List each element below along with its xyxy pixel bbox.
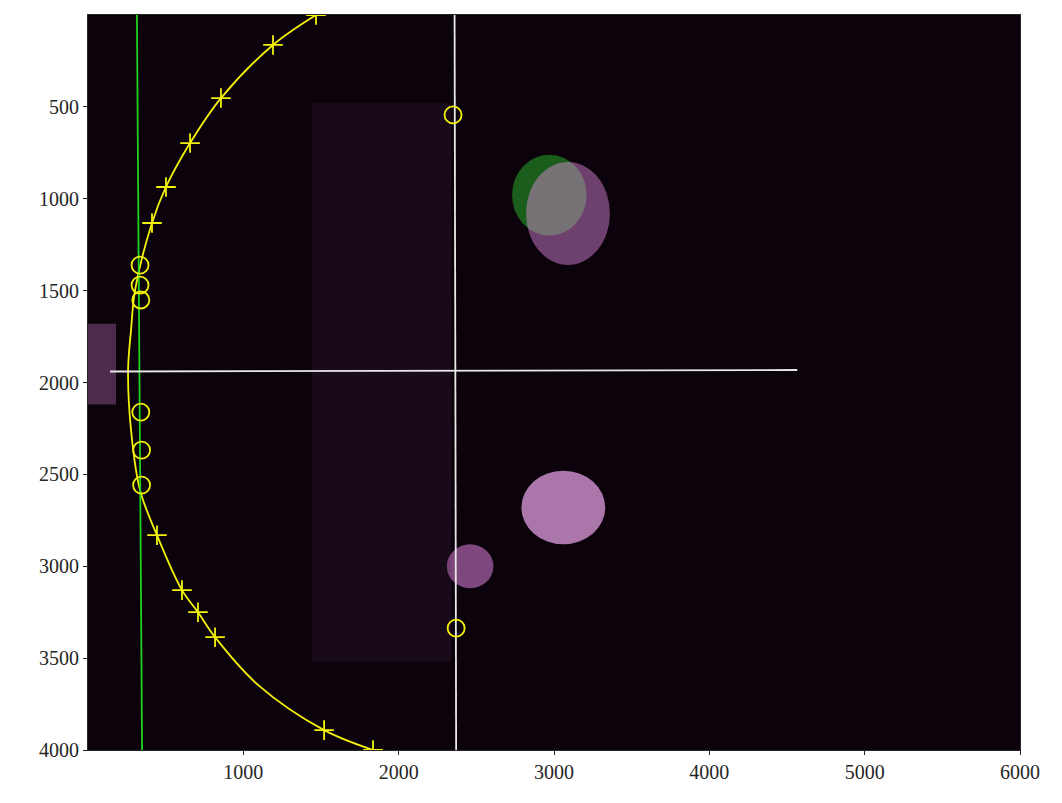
svg-text:1000: 1000 [223, 761, 263, 783]
svg-text:3000: 3000 [534, 761, 574, 783]
svg-text:3500: 3500 [39, 647, 79, 669]
svg-text:4000: 4000 [689, 761, 729, 783]
svg-text:1500: 1500 [39, 280, 79, 302]
svg-text:1000: 1000 [39, 188, 79, 210]
svg-text:6000: 6000 [1000, 761, 1040, 783]
svg-text:500: 500 [49, 96, 79, 118]
svg-text:2000: 2000 [379, 761, 419, 783]
svg-text:3000: 3000 [39, 555, 79, 577]
svg-text:2500: 2500 [39, 463, 79, 485]
svg-text:5000: 5000 [845, 761, 885, 783]
svg-text:2000: 2000 [39, 372, 79, 394]
svg-text:4000: 4000 [39, 739, 79, 761]
